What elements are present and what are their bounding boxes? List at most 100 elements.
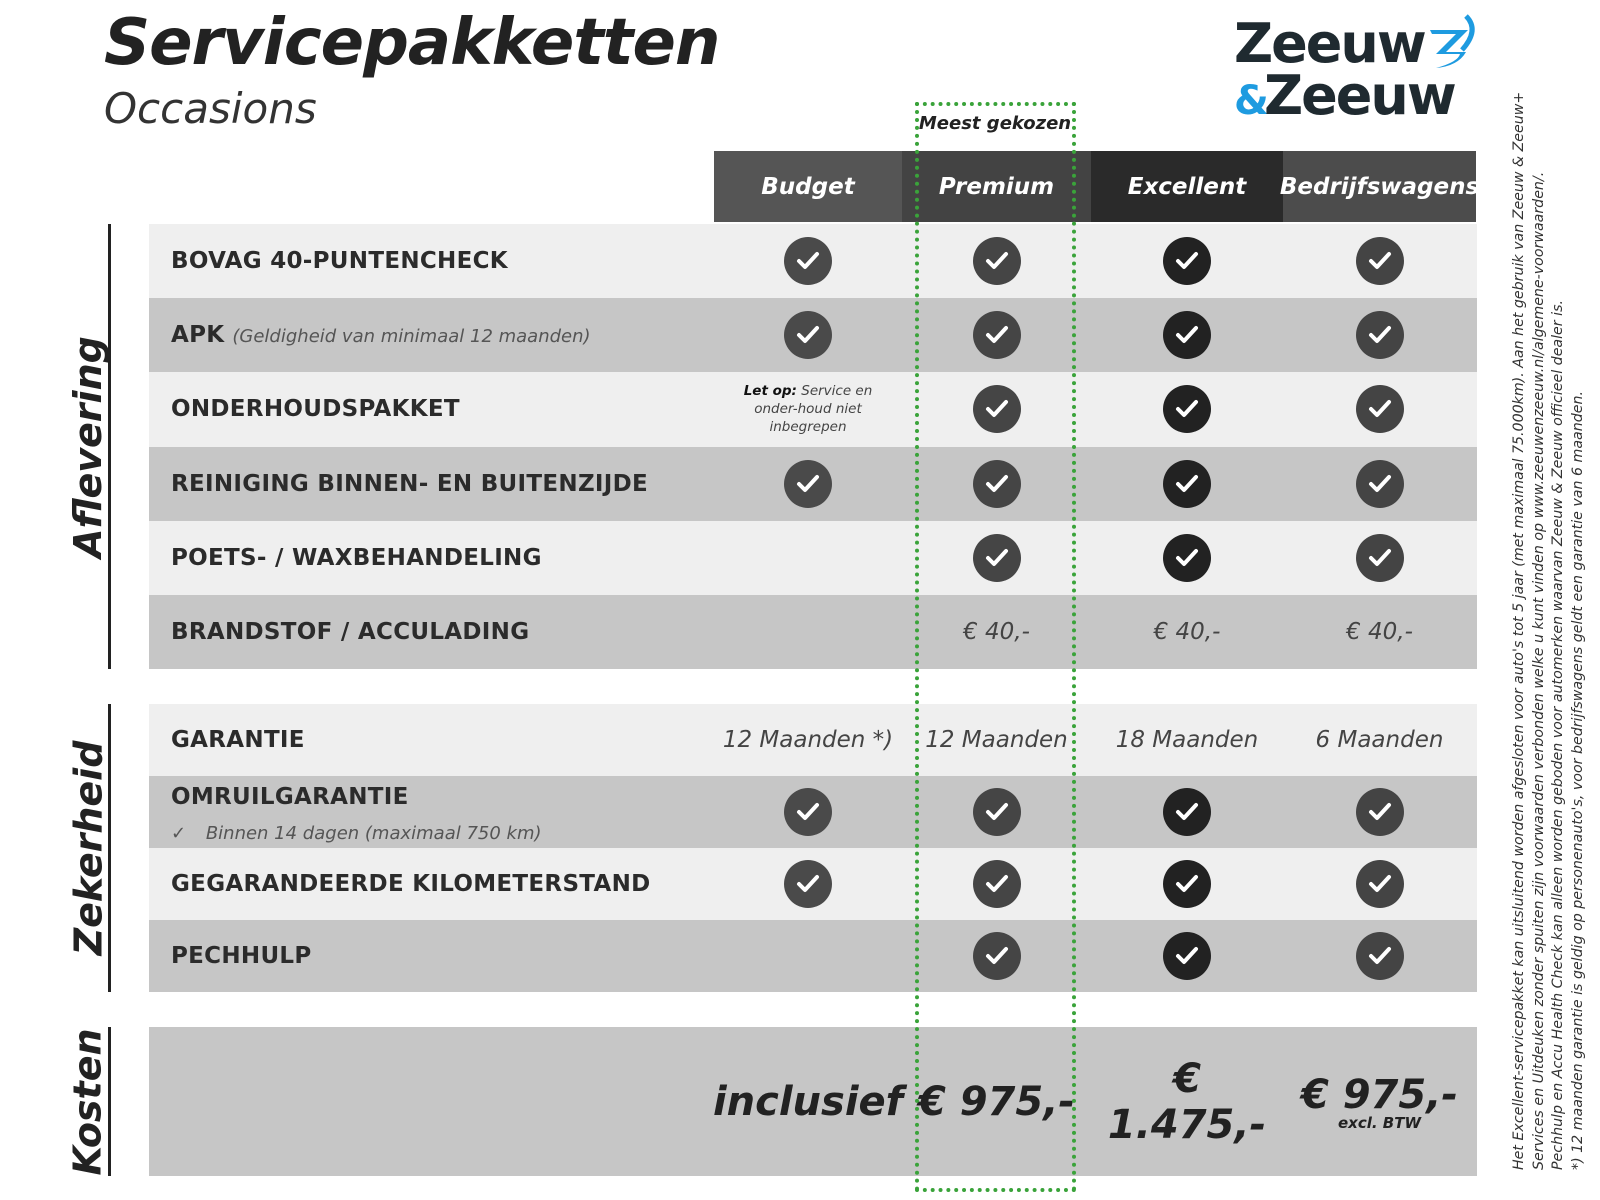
check-circle-icon — [1355, 459, 1404, 508]
row-sublabel: (Geldigheid van minimaal 12 maanden) — [232, 326, 591, 348]
check-circle-icon — [972, 932, 1021, 980]
table-row: BOVAG 40-PUNTENCHECK — [149, 224, 1477, 299]
svg-text:Zeeuw: Zeeuw — [1234, 12, 1426, 75]
cell-budget — [714, 298, 902, 372]
row-label-text: BOVAG 40-PUNTENCHECK — [171, 248, 508, 275]
table-row: GARANTIE 12 Maanden *) 12 Maanden 18 Maande… — [149, 704, 1477, 776]
cell-excellent — [1091, 224, 1283, 298]
section-label-text: Aflevering — [66, 335, 110, 558]
row-label: POETS- / WAXBEHANDELING — [171, 545, 542, 571]
cell-bedrijfswagens: € 40,- — [1283, 595, 1476, 669]
footnote: Het Excellent-servicepakket kan uitsluit… — [1511, 91, 1527, 1170]
cell-value: 18 Maanden — [1115, 727, 1259, 753]
cell-budget — [714, 776, 902, 848]
footnote: Pechhulp en Accu Health Check kan alleen… — [1550, 300, 1566, 1170]
footnote: *) 12 maanden garantie is geldig op pers… — [1569, 391, 1586, 1170]
row-label: OMRUILGARANTIE — [171, 784, 409, 810]
cell-bedrijfswagens — [1283, 224, 1476, 298]
column-header-excellent: Excellent — [1091, 151, 1283, 222]
cell-premium: 12 Maanden — [902, 704, 1091, 776]
cell-excellent — [1091, 298, 1283, 372]
row-sublabel: ✓ Binnen 14 dagen (maximaal 750 km) — [171, 823, 542, 844]
cell-bedrijfswagens — [1283, 298, 1476, 372]
price-value: € 975,- — [917, 1078, 1076, 1125]
check-circle-icon — [1355, 533, 1404, 582]
check-circle-icon — [1163, 932, 1211, 980]
row-label: GEGARANDEERDE KILOMETERSTAND — [171, 871, 651, 897]
price-excellent: € 1.475,- — [1091, 1027, 1283, 1176]
cell-budget — [714, 920, 902, 992]
table-row: BRANDSTOF / ACCULADING € 40,- € 40,- € 40,- — [149, 595, 1477, 670]
footnote: Services en Uitdeuken zonder spuiten zij… — [1530, 171, 1547, 1170]
row-label-text: APK — [171, 322, 225, 349]
cell-value: 6 Maanden — [1315, 727, 1444, 753]
cell-bedrijfswagens — [1283, 447, 1476, 521]
check-circle-icon — [972, 385, 1021, 434]
cell-excellent — [1091, 776, 1283, 848]
check-circle-icon — [972, 533, 1021, 582]
cell-excellent — [1091, 447, 1283, 521]
price-value: € 975,- — [1300, 1071, 1459, 1118]
check-circle-icon — [1355, 932, 1404, 980]
section-divider — [108, 224, 111, 669]
cell-premium — [902, 372, 1091, 446]
row-label: GARANTIE — [171, 727, 305, 753]
cell-bedrijfswagens — [1283, 372, 1476, 446]
column-header-bedrijfswagens: Bedrijfswagens — [1280, 151, 1479, 222]
cell-premium — [902, 447, 1091, 521]
check-circle-icon — [1163, 788, 1211, 836]
table-row: PECHHULP — [149, 920, 1477, 992]
row-label-text: BRANDSTOF / ACCULADING — [171, 619, 530, 646]
row-label-text: OMRUILGARANTIE — [171, 784, 409, 810]
check-circle-icon — [1163, 533, 1211, 582]
cell-premium — [902, 521, 1091, 595]
check-circle-icon — [1163, 459, 1211, 508]
cell-budget: Let op: Service en onder-houd niet inbeg… — [714, 372, 902, 446]
svg-text:&: & — [1234, 78, 1269, 120]
check-circle-icon — [1163, 860, 1211, 908]
check-circle-icon — [1163, 385, 1211, 434]
check-circle-icon — [784, 459, 832, 508]
section-label-text: Kosten — [66, 1027, 110, 1176]
table-row: GEGARANDEERDE KILOMETERSTAND — [149, 848, 1477, 920]
check-circle-icon — [972, 311, 1021, 360]
cell-budget — [714, 595, 902, 669]
check-circle-icon — [784, 788, 832, 836]
cell-premium — [902, 298, 1091, 372]
cell-premium — [902, 848, 1091, 920]
row-label: REINIGING BINNEN- EN BUITENZIJDE — [171, 471, 648, 497]
cell-excellent — [1091, 372, 1283, 446]
row-label: BRANDSTOF / ACCULADING — [171, 619, 529, 645]
check-circle-icon — [972, 788, 1021, 836]
check-circle-icon — [1163, 311, 1211, 360]
cell-premium: € 40,- — [902, 595, 1091, 669]
row-label-text: POETS- / WAXBEHANDELING — [171, 544, 542, 571]
cell-value: 12 Maanden — [925, 727, 1068, 753]
cell-premium — [902, 776, 1091, 848]
column-header-premium: Premium — [902, 151, 1091, 222]
cell-bedrijfswagens: 6 Maanden — [1283, 704, 1476, 776]
price-bedrijfswagens: € 975,- excl. BTW — [1283, 1027, 1476, 1176]
cell-premium — [902, 920, 1091, 992]
table-row: OMRUILGARANTIE ✓ Binnen 14 dagen (maximaa… — [149, 776, 1477, 848]
row-label: PECHHULP — [171, 943, 312, 969]
cell-budget: 12 Maanden *) — [714, 704, 902, 776]
cell-excellent — [1091, 848, 1283, 920]
row-label-text: ONDERHOUDSPAKKET — [171, 396, 460, 423]
note-text: Service en onder-houd niet inbegrepen — [754, 383, 873, 436]
check-circle-icon — [784, 311, 832, 360]
check-circle-icon — [1163, 237, 1211, 286]
cell-premium — [902, 224, 1091, 298]
check-circle-icon — [972, 459, 1021, 508]
cell-bedrijfswagens — [1283, 848, 1476, 920]
column-header-budget: Budget — [714, 151, 902, 222]
cell-value: € 40,- — [1153, 619, 1221, 646]
cell-excellent: 18 Maanden — [1091, 704, 1283, 776]
check-circle-icon — [784, 237, 832, 286]
cell-value: € 40,- — [1346, 619, 1413, 646]
budget-note: Let op: Service en onder-houd niet inbeg… — [723, 382, 893, 436]
check-circle-icon — [972, 860, 1021, 908]
check-circle-icon — [1355, 311, 1404, 360]
note-bold: Let op: — [743, 383, 797, 400]
row-label: APK (Geldigheid van minimaal 12 maanden) — [171, 322, 591, 348]
